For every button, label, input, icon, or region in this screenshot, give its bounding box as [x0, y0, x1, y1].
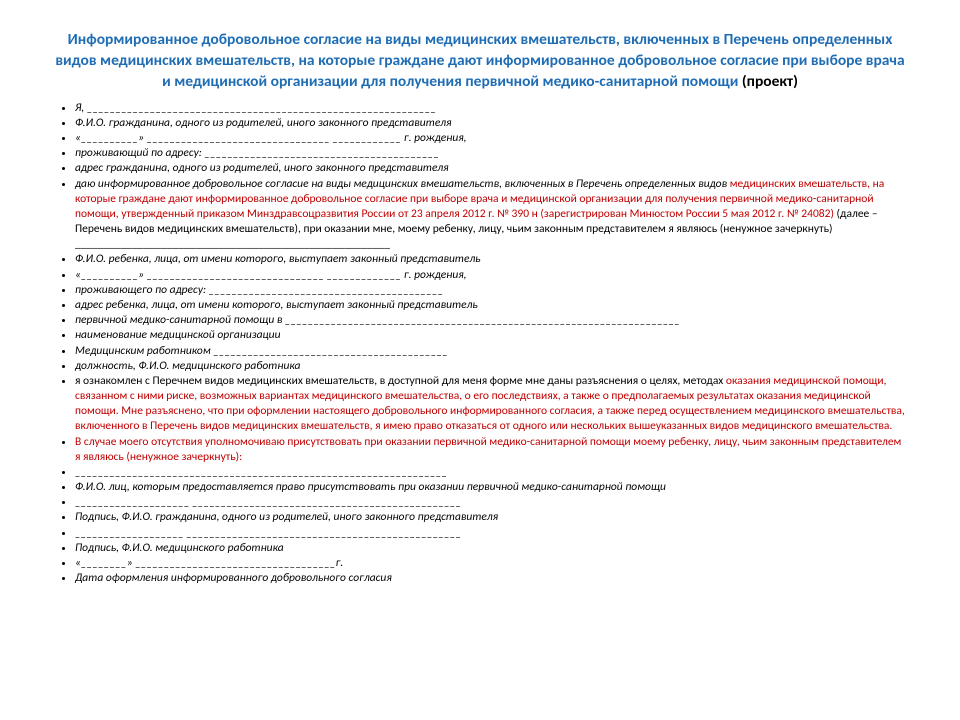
list-item: проживающего по адресу: ________________…	[75, 283, 905, 298]
list-item: Дата оформления информированного доброво…	[75, 571, 905, 586]
list-item: Ф.И.О. лиц, которым предоставляется прав…	[75, 480, 905, 495]
list-item: проживающий по адресу: _________________…	[75, 146, 905, 161]
list-item: В случае моего отсутствия уполномочиваю …	[75, 435, 905, 465]
list-item: Подпись, Ф.И.О. гражданина, одного из ро…	[75, 510, 905, 525]
list-item: «________» _____________________________…	[75, 556, 905, 571]
list-item: я ознакомлен с Перечнем видов медицински…	[75, 374, 905, 435]
list-item: Подпись, Ф.И.О. медицинского работника	[75, 541, 905, 556]
title-black: (проект)	[738, 72, 798, 91]
list-item: адрес ребенка, лица, от имени которого, …	[75, 298, 905, 313]
list-item: Ф.И.О. гражданина, одного из родителей, …	[75, 116, 905, 131]
list-item: «__________» ___________________________…	[75, 268, 905, 283]
list-item: Я, _____________________________________…	[75, 101, 905, 116]
list-item: должность, Ф.И.О. медицинского работника	[75, 359, 905, 374]
list-item: ___________________ ____________________…	[75, 526, 905, 541]
document-title: Информированное добровольное согласие на…	[55, 30, 905, 93]
list-item: «__________» ___________________________…	[75, 131, 905, 146]
list-item: Ф.И.О. ребенка, лица, от имени которого,…	[75, 252, 905, 267]
list-item: даю информированное добровольное согласи…	[75, 177, 905, 253]
list-item: ________________________________________…	[75, 465, 905, 480]
list-item: ____________________ ___________________…	[75, 495, 905, 510]
list-item: адрес гражданина, одного из родителей, и…	[75, 161, 905, 176]
document-body: Я, _____________________________________…	[55, 101, 905, 587]
list-item: Медицинским работником _________________…	[75, 344, 905, 359]
list-item: наименование медицинской организации	[75, 328, 905, 343]
list-item: первичной медико-санитарной помощи в ___…	[75, 313, 905, 328]
